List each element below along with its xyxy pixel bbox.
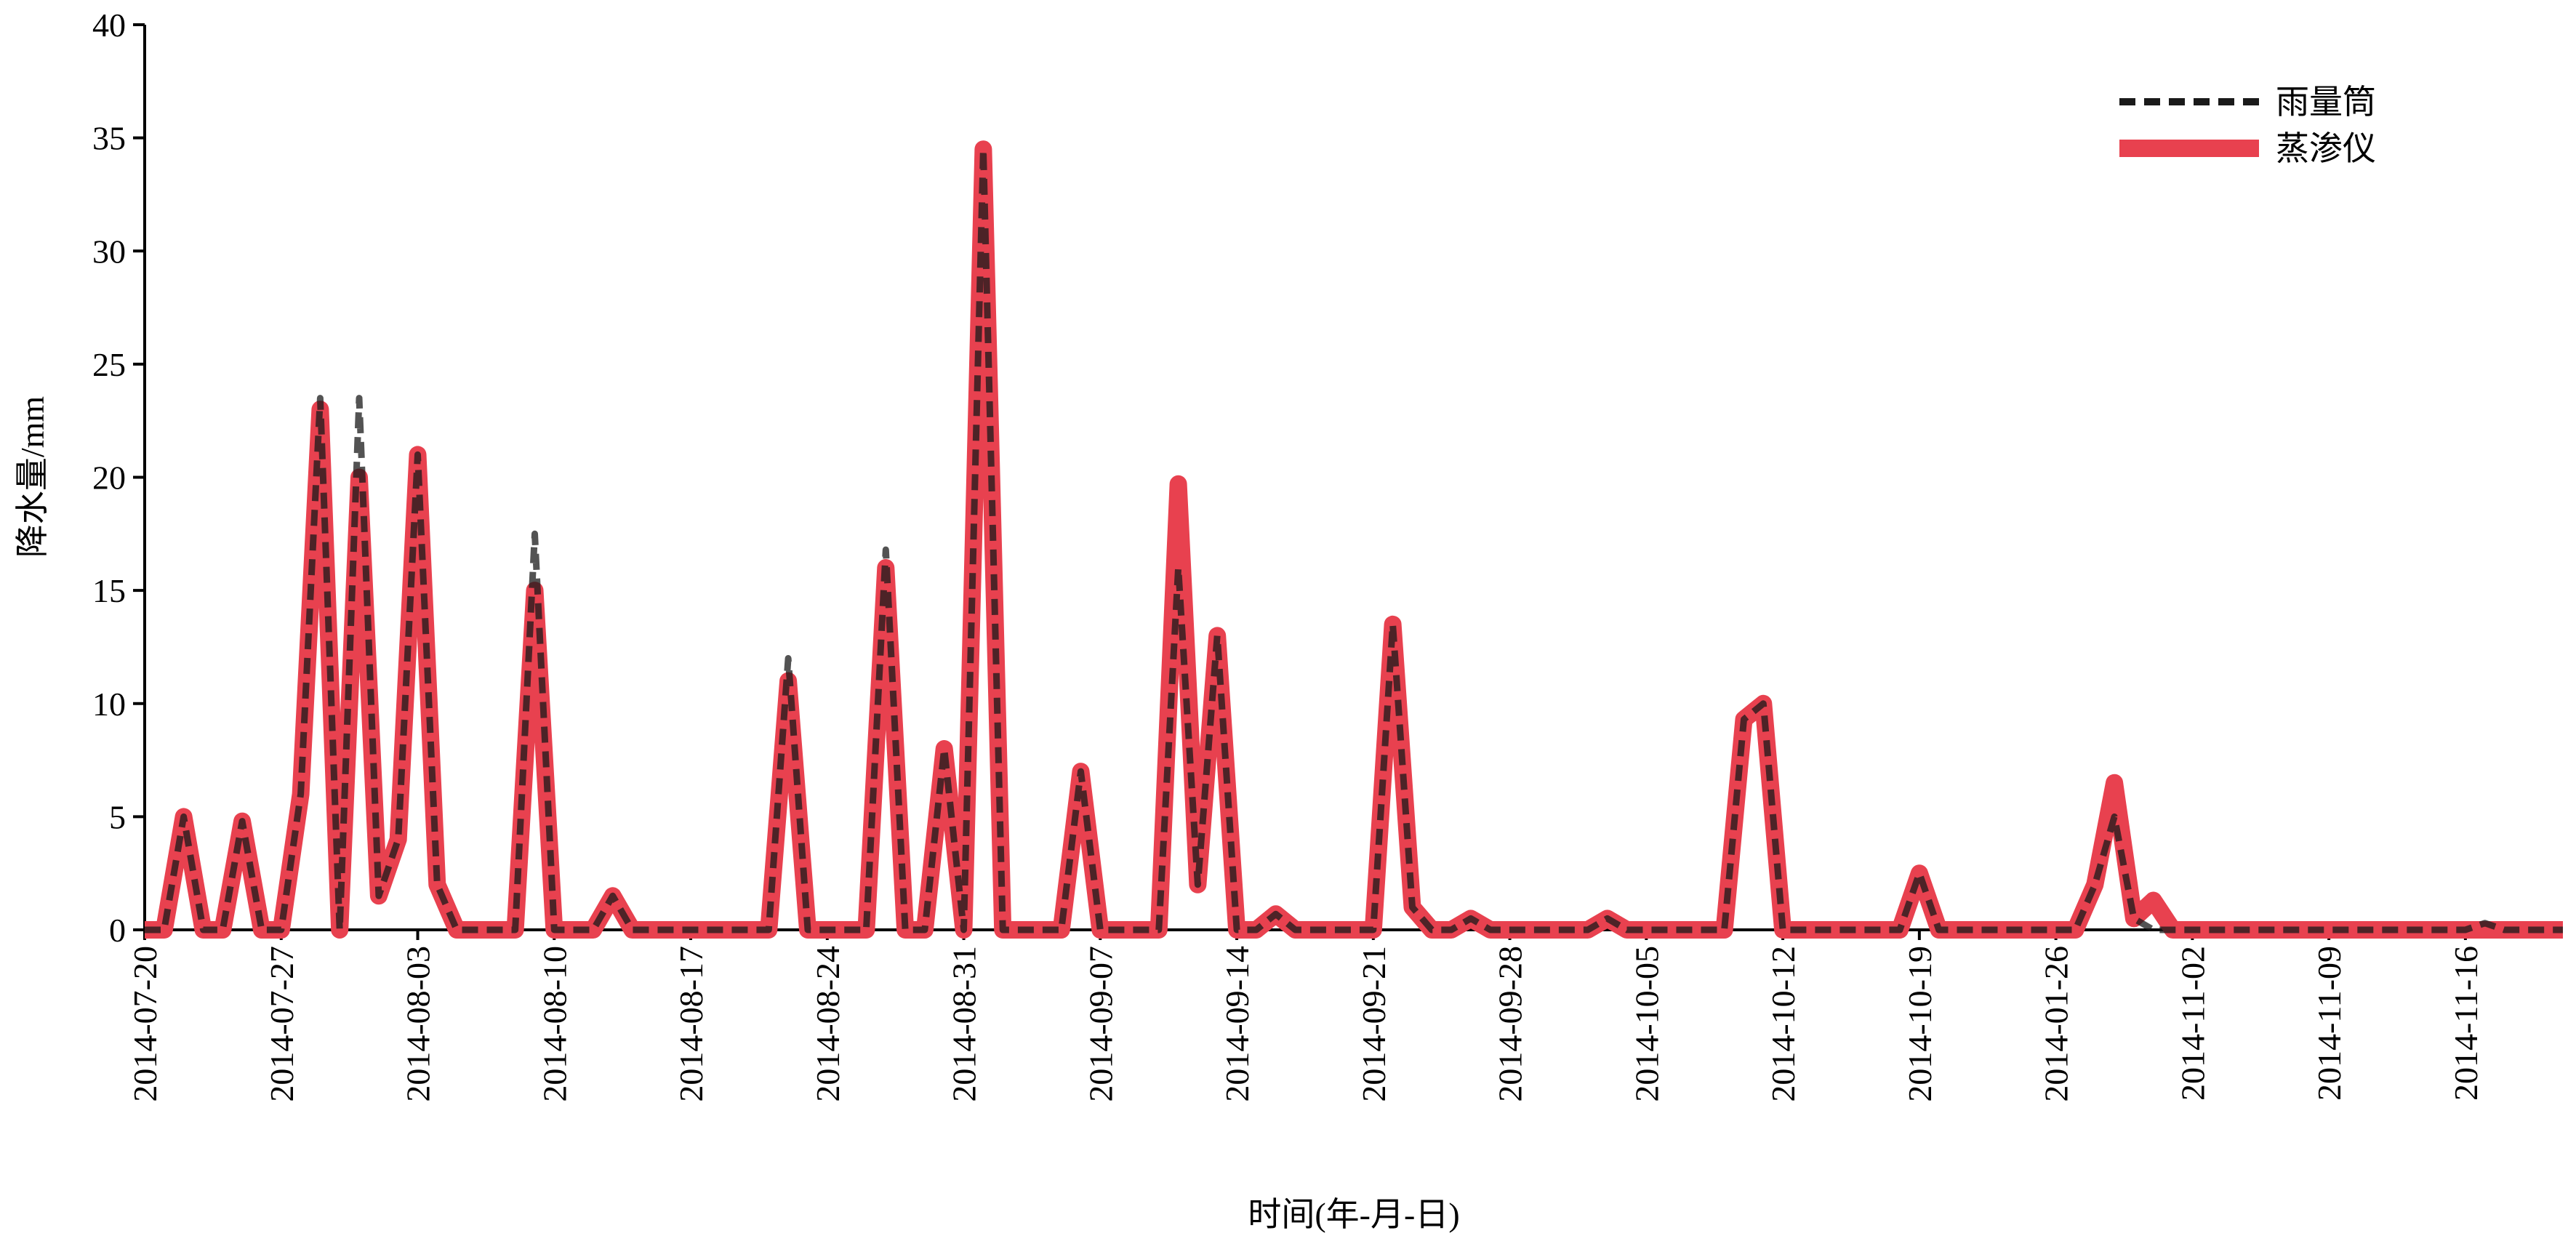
x-axis-label: 时间(年-月-日): [1248, 1196, 1459, 1233]
y-tick-label: 5: [109, 798, 126, 835]
series-line: [145, 145, 2563, 933]
y-axis-label: 降水量/mm: [14, 396, 51, 558]
x-tick-label: 2014-01-26: [2038, 946, 2075, 1102]
y-tick-label: 10: [92, 686, 126, 723]
y-tick-label: 30: [92, 233, 126, 270]
y-tick-label: 35: [92, 120, 126, 157]
x-tick-label: 2014-11-09: [2311, 946, 2348, 1101]
x-tick-label: 2014-09-21: [1355, 946, 1392, 1102]
x-tick-label: 2014-10-19: [1901, 946, 1938, 1102]
x-tick-label: 2014-08-24: [809, 946, 846, 1102]
x-tick-label: 2014-07-20: [127, 946, 164, 1102]
y-tick-label: 40: [92, 7, 126, 44]
x-tick-label: 2014-08-03: [400, 946, 437, 1102]
x-tick-label: 2014-09-14: [1219, 946, 1256, 1102]
series-line: [145, 140, 2563, 939]
y-tick-label: 20: [92, 459, 126, 497]
y-tick-label: 25: [92, 346, 126, 383]
x-tick-label: 2014-08-10: [536, 946, 573, 1102]
legend-label: 蒸渗仪: [2276, 130, 2376, 167]
y-tick-label: 0: [109, 912, 126, 949]
y-tick-label: 15: [92, 572, 126, 609]
x-tick-label: 2014-07-27: [263, 946, 300, 1102]
x-tick-label: 2014-11-16: [2447, 946, 2484, 1101]
x-tick-label: 2014-09-07: [1082, 946, 1119, 1102]
legend-label: 雨量筒: [2276, 84, 2376, 121]
x-tick-label: 2014-10-12: [1765, 946, 1802, 1102]
x-tick-label: 2014-08-17: [673, 946, 710, 1102]
x-tick-label: 2014-09-28: [1492, 946, 1529, 1102]
x-tick-label: 2014-11-02: [2174, 946, 2211, 1101]
x-tick-label: 2014-08-31: [946, 946, 983, 1102]
x-tick-label: 2014-10-05: [1628, 946, 1665, 1102]
